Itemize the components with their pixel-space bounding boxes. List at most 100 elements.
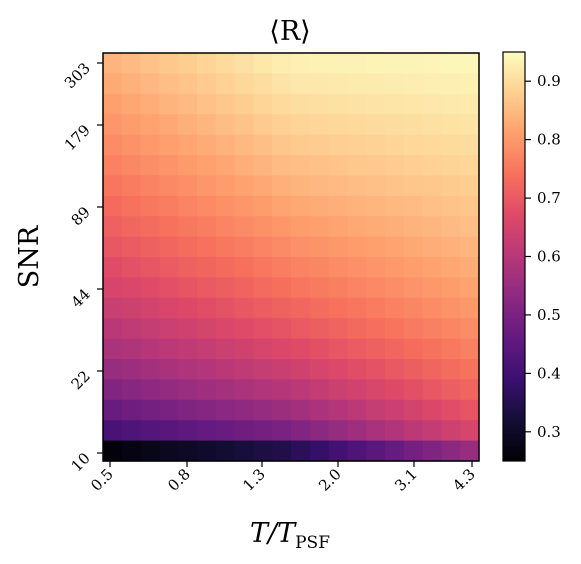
x-tick-label: 3.1 xyxy=(391,465,421,495)
heatmap-cell xyxy=(197,73,217,95)
heatmap-cell xyxy=(253,155,273,176)
colorbar-tick-label: 0.4 xyxy=(537,364,561,382)
heatmap-cell xyxy=(441,73,461,95)
heatmap-cell xyxy=(403,114,424,136)
heatmap-cell xyxy=(309,53,330,74)
heatmap-cell xyxy=(347,338,367,360)
heatmap-cell xyxy=(328,399,348,421)
heatmap-cell xyxy=(140,195,160,217)
colorbar-ticks: 0.3 0.4 0.5 0.6 0.7 0.8 0.9 xyxy=(525,72,561,441)
heatmap-cell xyxy=(291,399,311,421)
heatmap-cell xyxy=(347,359,367,380)
heatmap-cell xyxy=(159,257,179,278)
heatmap-cell xyxy=(272,359,292,380)
heatmap-cell xyxy=(366,420,386,442)
heatmap-cell xyxy=(159,155,179,176)
heatmap-cell xyxy=(309,236,330,258)
heatmap-cell xyxy=(309,440,330,462)
heatmap-cell xyxy=(178,93,198,115)
heatmap-cell xyxy=(328,236,348,258)
heatmap-cell xyxy=(309,134,330,156)
heatmap-cell xyxy=(272,399,292,421)
heatmap-cell xyxy=(422,297,442,319)
heatmap-cell xyxy=(121,420,142,442)
heatmap-cell xyxy=(159,420,179,442)
heatmap-cell xyxy=(328,297,348,319)
heatmap-cell xyxy=(422,257,442,278)
heatmap-cell xyxy=(197,93,217,115)
heatmap-cell xyxy=(347,420,367,442)
heatmap-cell xyxy=(178,338,198,360)
heatmap-cell xyxy=(460,114,480,136)
heatmap-cell xyxy=(215,420,236,442)
heatmap-cell xyxy=(234,359,254,380)
y-tick-label: 44 xyxy=(68,285,94,311)
heatmap-cell xyxy=(197,216,217,238)
heatmap-cell xyxy=(291,53,311,74)
heatmap-cell xyxy=(103,114,123,136)
heatmap-cell xyxy=(253,175,273,197)
heatmap-cell xyxy=(328,175,348,197)
heatmap-cell xyxy=(215,195,236,217)
heatmap-cell xyxy=(309,216,330,238)
heatmap-cell xyxy=(460,175,480,197)
heatmap-cell xyxy=(460,440,480,462)
heatmap-cell xyxy=(140,93,160,115)
heatmap-cell xyxy=(347,318,367,340)
heatmap-cell xyxy=(385,440,405,462)
heatmap-cell xyxy=(178,195,198,217)
heatmap-cell xyxy=(121,216,142,238)
y-tick-label: 89 xyxy=(68,203,94,229)
heatmap-cell xyxy=(103,73,123,95)
heatmap-cell xyxy=(460,155,480,176)
heatmap-cell xyxy=(140,440,160,462)
heatmap-cell xyxy=(215,440,236,462)
heatmap-cell xyxy=(178,399,198,421)
heatmap-cell xyxy=(385,134,405,156)
heatmap-cell xyxy=(140,53,160,74)
heatmap-cell xyxy=(121,236,142,258)
heatmap-cell xyxy=(403,379,424,401)
heatmap-cell xyxy=(291,379,311,401)
heatmap-cell xyxy=(234,73,254,95)
heatmap-cell xyxy=(159,93,179,115)
heatmap-cell xyxy=(272,236,292,258)
heatmap-cell xyxy=(309,257,330,278)
heatmap-cell xyxy=(441,134,461,156)
heatmap-cell xyxy=(121,440,142,462)
heatmap-cell xyxy=(403,155,424,176)
heatmap-cell xyxy=(291,257,311,278)
heatmap-cell xyxy=(347,399,367,421)
heatmap-cell xyxy=(121,399,142,421)
heatmap-cell xyxy=(385,277,405,299)
heatmap-cell xyxy=(291,155,311,176)
heatmap-cell xyxy=(253,277,273,299)
heatmap-cell xyxy=(159,399,179,421)
heatmap-cell xyxy=(309,420,330,442)
heatmap-cell xyxy=(328,420,348,442)
heatmap-cell xyxy=(234,236,254,258)
heatmap-cell xyxy=(178,73,198,95)
heatmap-cell xyxy=(366,236,386,258)
heatmap-cell xyxy=(234,277,254,299)
heatmap-cell xyxy=(215,155,236,176)
heatmap-cell xyxy=(460,359,480,380)
heatmap-cell xyxy=(159,440,179,462)
heatmap-cell xyxy=(140,318,160,340)
heatmap-cell xyxy=(197,399,217,421)
heatmap-cell xyxy=(159,236,179,258)
heatmap-cell xyxy=(328,440,348,462)
y-tick-label: 10 xyxy=(68,449,94,475)
heatmap-cell xyxy=(253,53,273,74)
heatmap-cell xyxy=(272,257,292,278)
heatmap-cell xyxy=(178,155,198,176)
heatmap-cell xyxy=(460,216,480,238)
heatmap-cell xyxy=(328,338,348,360)
heatmap-cell xyxy=(366,53,386,74)
heatmap-cell xyxy=(121,379,142,401)
heatmap-cell xyxy=(366,195,386,217)
heatmap-cell xyxy=(328,216,348,238)
heatmap-cell xyxy=(422,114,442,136)
heatmap-cell xyxy=(366,175,386,197)
heatmap-cell xyxy=(460,420,480,442)
